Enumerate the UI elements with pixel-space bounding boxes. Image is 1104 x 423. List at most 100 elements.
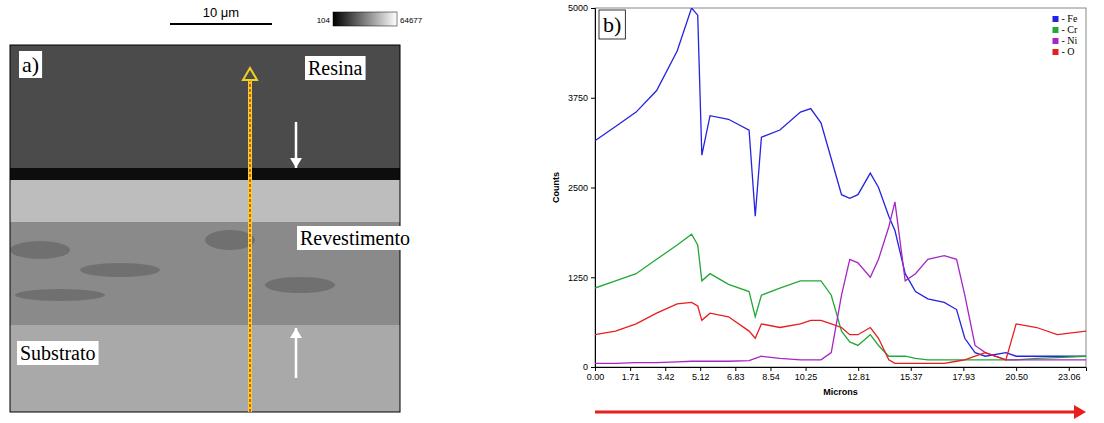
region-label-patch: [17, 341, 99, 365]
y-tick: 2500: [568, 183, 595, 193]
x-tick: 20.50: [1005, 367, 1028, 382]
boundary-arrow-bottom-head: [290, 328, 302, 338]
x-tick: 12.81: [847, 367, 870, 382]
y-tick: 0: [583, 362, 595, 372]
boundary-arrow-top-head: [290, 158, 302, 168]
x-tick-label: 5.12: [692, 372, 710, 382]
coating-texture: [205, 230, 255, 250]
legend-swatch: [1053, 16, 1059, 22]
legend-swatch: [1053, 38, 1059, 44]
y-tick-label: 1250: [568, 273, 588, 283]
legend-item: - Cr: [1053, 24, 1079, 35]
y-tick-mark: [591, 277, 595, 278]
y-tick-label: 2500: [568, 183, 588, 193]
panel-b: 0.00 1.71 3.42 5.12 6.83 8.54 10.25 12.81 15.37 1…: [551, 3, 1087, 419]
region-label-patch: [305, 56, 366, 80]
x-tick-label: 15.37: [900, 372, 923, 382]
direction-arrow: [595, 411, 1076, 414]
x-tick-label: 20.50: [1005, 372, 1028, 382]
x-tick-label: 0.00: [587, 372, 605, 382]
x-tick: 0.00: [587, 367, 605, 382]
series-line: [595, 234, 1086, 360]
region-label: Resina: [308, 57, 363, 79]
x-tick-label: 23.06: [1058, 372, 1081, 382]
x-tick: 17.93: [953, 367, 976, 382]
y-tick: 1250: [568, 273, 595, 283]
coating-texture: [10, 241, 70, 259]
x-tick: 6.83: [727, 367, 745, 382]
scale-bar-label: 10 μm: [203, 5, 239, 20]
x-tick-mark: [770, 367, 771, 371]
series-line: [595, 302, 1086, 363]
legend-label: - Ni: [1062, 35, 1078, 46]
x-tick: 5.12: [692, 367, 710, 382]
panel-letter-patch: [19, 51, 42, 78]
x-tick-mark: [806, 367, 807, 371]
resin-layer: [10, 45, 400, 168]
x-tick-mark: [1069, 367, 1070, 371]
series-line: [595, 202, 1086, 364]
y-tick-mark: [591, 98, 595, 99]
direction-arrowhead: [1074, 405, 1086, 419]
plot-frame: [595, 8, 1086, 367]
x-tick: 3.42: [657, 367, 675, 382]
y-axis-line: [591, 9, 596, 368]
coating-texture: [15, 289, 105, 301]
x-tick-label: 17.93: [953, 372, 976, 382]
y-axis: 01250250037505000: [568, 3, 596, 372]
legend-label: - O: [1062, 46, 1075, 57]
chart-title-box: [599, 10, 625, 39]
scale-bar: [170, 23, 272, 25]
x-tick-label: 10.25: [795, 372, 818, 382]
scan-arrowhead: [243, 68, 257, 80]
x-tick-label: 3.42: [657, 372, 675, 382]
x-tick-mark: [735, 367, 736, 371]
panel-letter: a): [22, 52, 39, 77]
scan-line-core: [249, 80, 251, 412]
x-tick: 15.37: [900, 367, 923, 382]
x-tick-mark: [630, 367, 631, 371]
legend-swatch: [1053, 27, 1059, 33]
x-axis: 0.00 1.71 3.42 5.12 6.83 8.54 10.25 12.81 15.37 1…: [587, 367, 1087, 382]
scan-line: [248, 80, 252, 412]
x-tick-mark: [665, 367, 666, 371]
x-tick: 1.71: [622, 367, 640, 382]
y-tick: 3750: [568, 93, 595, 103]
region-label-patch: [297, 226, 413, 250]
x-tick-mark: [1016, 367, 1017, 371]
chart-title: b): [603, 12, 621, 37]
coating-texture: [265, 277, 335, 293]
x-tick-label: 8.54: [762, 372, 780, 382]
gap-layer: [10, 168, 400, 180]
legend-swatch: [1053, 49, 1059, 55]
x-tick: 8.54: [762, 367, 780, 382]
x-tick-mark: [911, 367, 912, 371]
y-tick-mark: [591, 367, 595, 368]
y-tick-label: 0: [583, 362, 588, 372]
coating-texture: [80, 263, 160, 277]
legend-item: - O: [1053, 46, 1075, 57]
y-tick-label: 3750: [568, 93, 588, 103]
colorbar-max: 64677: [400, 16, 423, 25]
colorbar: [333, 12, 397, 26]
x-axis-line: [596, 368, 1087, 372]
panel-a: 10 μm10464677a)ResinaRevestimentoSubstra…: [10, 5, 423, 412]
legend: - Fe- Cr- Ni- O: [1053, 13, 1079, 57]
x-tick-label: 6.83: [727, 372, 745, 382]
x-tick-mark: [858, 367, 859, 371]
plot-lines: [595, 8, 1086, 363]
x-tick-mark: [963, 367, 964, 371]
coating-top-layer: [10, 180, 400, 222]
x-tick: 23.06: [1058, 367, 1081, 382]
legend-item: - Fe: [1053, 13, 1078, 24]
colorbar-min: 104: [317, 16, 331, 25]
x-tick-label: 12.81: [847, 372, 870, 382]
y-tick-mark: [591, 8, 595, 9]
x-tick-mark: [700, 367, 701, 371]
y-tick-mark: [591, 188, 595, 189]
legend-item: - Ni: [1053, 35, 1078, 46]
substrate-layer: [10, 325, 400, 412]
legend-label: - Fe: [1062, 13, 1078, 24]
legend-label: - Cr: [1062, 24, 1079, 35]
region-label: Substrato: [20, 342, 96, 364]
